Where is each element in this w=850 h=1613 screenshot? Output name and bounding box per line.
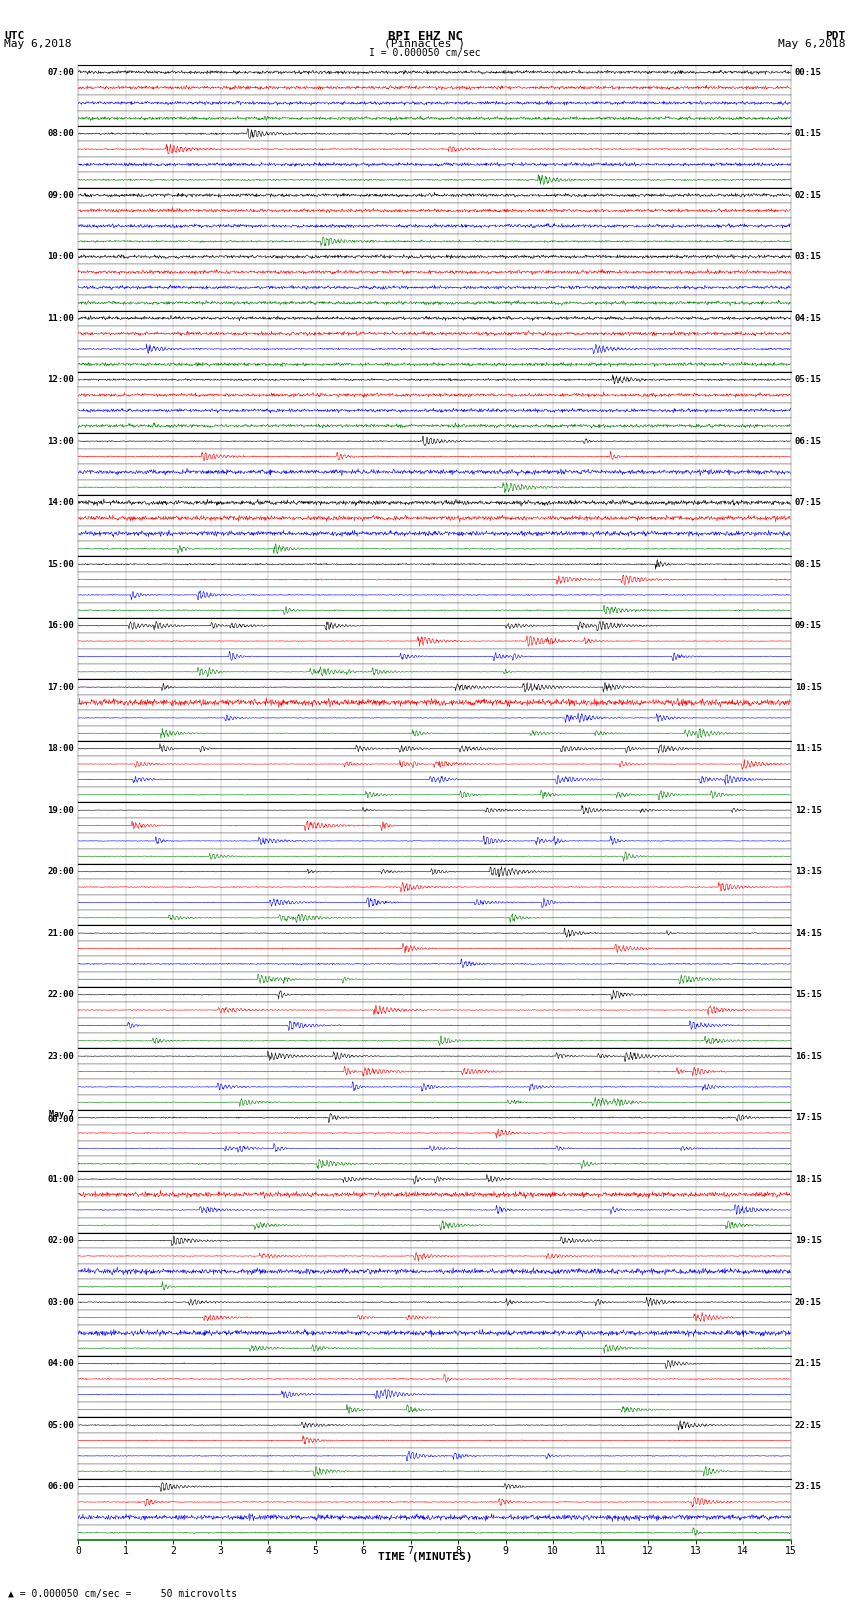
Text: 11:15: 11:15 xyxy=(795,744,822,753)
Text: 03:15: 03:15 xyxy=(795,252,822,261)
Text: 10:15: 10:15 xyxy=(795,682,822,692)
Text: 16:00: 16:00 xyxy=(47,621,74,631)
Text: 16:15: 16:15 xyxy=(795,1052,822,1061)
Text: I = 0.000050 cm/sec: I = 0.000050 cm/sec xyxy=(369,47,481,58)
Text: 07:15: 07:15 xyxy=(795,498,822,506)
Text: 02:00: 02:00 xyxy=(47,1236,74,1245)
Text: 17:00: 17:00 xyxy=(47,682,74,692)
Text: 23:00: 23:00 xyxy=(47,1052,74,1061)
Text: 06:15: 06:15 xyxy=(795,437,822,445)
Text: 08:00: 08:00 xyxy=(47,129,74,139)
Text: 05:00: 05:00 xyxy=(47,1421,74,1429)
Text: 13:00: 13:00 xyxy=(47,437,74,445)
Text: 15:00: 15:00 xyxy=(47,560,74,569)
Text: (Pinnacles ): (Pinnacles ) xyxy=(384,39,466,48)
Text: May 6,2018: May 6,2018 xyxy=(779,39,846,48)
Text: 18:15: 18:15 xyxy=(795,1174,822,1184)
Text: 06:00: 06:00 xyxy=(47,1482,74,1490)
Text: 20:00: 20:00 xyxy=(47,868,74,876)
Text: 22:00: 22:00 xyxy=(47,990,74,998)
Text: 07:00: 07:00 xyxy=(47,68,74,77)
Text: 04:00: 04:00 xyxy=(47,1360,74,1368)
Text: May 6,2018: May 6,2018 xyxy=(4,39,71,48)
Text: 22:15: 22:15 xyxy=(795,1421,822,1429)
Text: 20:15: 20:15 xyxy=(795,1297,822,1307)
Text: 10:00: 10:00 xyxy=(47,252,74,261)
Text: 03:00: 03:00 xyxy=(47,1297,74,1307)
Text: 00:15: 00:15 xyxy=(795,68,822,77)
Text: 12:15: 12:15 xyxy=(795,805,822,815)
Text: 12:00: 12:00 xyxy=(47,376,74,384)
Text: 04:15: 04:15 xyxy=(795,313,822,323)
Text: 13:15: 13:15 xyxy=(795,868,822,876)
Text: UTC: UTC xyxy=(4,31,25,40)
Text: 23:15: 23:15 xyxy=(795,1482,822,1490)
Text: 08:15: 08:15 xyxy=(795,560,822,569)
Text: 09:00: 09:00 xyxy=(47,190,74,200)
Text: BPI EHZ NC: BPI EHZ NC xyxy=(388,31,462,44)
Text: 01:15: 01:15 xyxy=(795,129,822,139)
Text: TIME (MINUTES): TIME (MINUTES) xyxy=(377,1552,473,1561)
Text: 21:00: 21:00 xyxy=(47,929,74,937)
Text: PDT: PDT xyxy=(825,31,846,40)
Text: 05:15: 05:15 xyxy=(795,376,822,384)
Text: 19:00: 19:00 xyxy=(47,805,74,815)
Text: 15:15: 15:15 xyxy=(795,990,822,998)
Text: May 7: May 7 xyxy=(49,1110,74,1119)
Text: 01:00: 01:00 xyxy=(47,1174,74,1184)
Text: 14:00: 14:00 xyxy=(47,498,74,506)
Text: 21:15: 21:15 xyxy=(795,1360,822,1368)
Text: 19:15: 19:15 xyxy=(795,1236,822,1245)
Text: 00:00: 00:00 xyxy=(47,1115,74,1124)
Text: 14:15: 14:15 xyxy=(795,929,822,937)
Text: 11:00: 11:00 xyxy=(47,313,74,323)
Text: 18:00: 18:00 xyxy=(47,744,74,753)
Text: 09:15: 09:15 xyxy=(795,621,822,631)
Text: 17:15: 17:15 xyxy=(795,1113,822,1123)
Text: 02:15: 02:15 xyxy=(795,190,822,200)
Text: ▲ = 0.000050 cm/sec =     50 microvolts: ▲ = 0.000050 cm/sec = 50 microvolts xyxy=(8,1589,238,1598)
